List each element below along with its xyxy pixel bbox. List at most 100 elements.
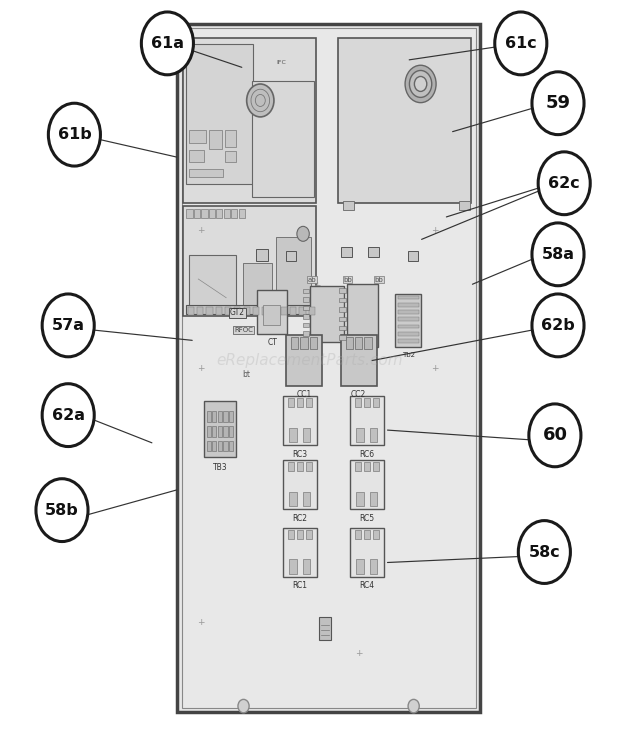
FancyBboxPatch shape [311, 286, 345, 342]
FancyBboxPatch shape [283, 396, 317, 445]
FancyBboxPatch shape [398, 317, 419, 321]
Circle shape [538, 152, 590, 215]
FancyBboxPatch shape [212, 441, 216, 452]
FancyBboxPatch shape [204, 402, 236, 458]
Text: RC4: RC4 [360, 581, 374, 590]
Text: 61b: 61b [58, 127, 91, 142]
FancyBboxPatch shape [289, 428, 297, 442]
Text: 59: 59 [546, 94, 570, 112]
FancyBboxPatch shape [309, 307, 315, 315]
FancyBboxPatch shape [206, 307, 213, 315]
FancyBboxPatch shape [303, 491, 310, 506]
FancyBboxPatch shape [303, 297, 309, 301]
Text: +: + [355, 649, 363, 658]
FancyBboxPatch shape [212, 426, 216, 437]
FancyBboxPatch shape [264, 305, 280, 325]
FancyBboxPatch shape [343, 201, 354, 210]
Circle shape [532, 72, 584, 135]
FancyBboxPatch shape [398, 332, 419, 336]
FancyBboxPatch shape [303, 559, 310, 574]
FancyBboxPatch shape [298, 462, 304, 471]
FancyBboxPatch shape [355, 462, 361, 471]
FancyBboxPatch shape [218, 441, 222, 452]
FancyBboxPatch shape [303, 289, 309, 293]
FancyBboxPatch shape [356, 491, 363, 506]
FancyBboxPatch shape [370, 491, 377, 506]
FancyBboxPatch shape [373, 530, 379, 539]
Text: RC1: RC1 [293, 581, 308, 590]
FancyBboxPatch shape [234, 307, 241, 315]
FancyBboxPatch shape [319, 617, 330, 640]
FancyBboxPatch shape [339, 316, 345, 321]
Text: 61c: 61c [505, 36, 537, 51]
FancyBboxPatch shape [257, 290, 287, 334]
FancyBboxPatch shape [225, 307, 231, 315]
FancyBboxPatch shape [398, 339, 419, 343]
FancyBboxPatch shape [206, 441, 211, 452]
FancyBboxPatch shape [286, 251, 296, 261]
FancyBboxPatch shape [189, 169, 223, 177]
FancyBboxPatch shape [223, 411, 228, 422]
FancyBboxPatch shape [346, 337, 353, 349]
Text: 57a: 57a [51, 318, 85, 333]
FancyBboxPatch shape [303, 331, 309, 336]
FancyBboxPatch shape [188, 307, 194, 315]
FancyBboxPatch shape [262, 307, 268, 315]
Text: RC2: RC2 [293, 514, 308, 523]
FancyBboxPatch shape [218, 411, 222, 422]
FancyBboxPatch shape [286, 335, 322, 386]
FancyBboxPatch shape [231, 209, 237, 218]
FancyBboxPatch shape [398, 310, 419, 314]
Circle shape [141, 12, 193, 75]
Text: 62b: 62b [541, 318, 575, 333]
FancyBboxPatch shape [407, 251, 417, 261]
Text: eReplacementParts.com: eReplacementParts.com [216, 353, 404, 368]
FancyBboxPatch shape [186, 305, 313, 314]
FancyBboxPatch shape [252, 82, 314, 197]
Circle shape [408, 699, 419, 713]
FancyBboxPatch shape [202, 209, 208, 218]
Circle shape [405, 65, 436, 102]
FancyBboxPatch shape [350, 461, 384, 509]
FancyBboxPatch shape [216, 307, 222, 315]
FancyBboxPatch shape [223, 426, 228, 437]
Text: RC3: RC3 [293, 450, 308, 459]
FancyBboxPatch shape [225, 130, 236, 147]
FancyBboxPatch shape [288, 530, 294, 539]
Text: TB3: TB3 [213, 463, 228, 472]
FancyBboxPatch shape [373, 462, 379, 471]
FancyBboxPatch shape [186, 44, 253, 184]
FancyBboxPatch shape [206, 411, 211, 422]
FancyBboxPatch shape [239, 209, 245, 218]
FancyBboxPatch shape [289, 559, 297, 574]
Circle shape [532, 294, 584, 357]
FancyBboxPatch shape [373, 399, 379, 407]
FancyBboxPatch shape [288, 462, 294, 471]
FancyBboxPatch shape [177, 24, 480, 712]
FancyBboxPatch shape [243, 263, 272, 309]
FancyBboxPatch shape [364, 462, 370, 471]
FancyBboxPatch shape [197, 307, 203, 315]
FancyBboxPatch shape [356, 559, 363, 574]
FancyBboxPatch shape [347, 283, 378, 347]
FancyBboxPatch shape [339, 326, 345, 331]
FancyBboxPatch shape [218, 426, 222, 437]
FancyBboxPatch shape [303, 323, 309, 328]
FancyBboxPatch shape [306, 462, 312, 471]
FancyBboxPatch shape [189, 129, 206, 143]
FancyBboxPatch shape [206, 426, 211, 437]
Text: 58a: 58a [541, 247, 575, 262]
FancyBboxPatch shape [398, 295, 419, 299]
FancyBboxPatch shape [309, 337, 317, 349]
FancyBboxPatch shape [189, 150, 205, 162]
FancyBboxPatch shape [300, 337, 308, 349]
FancyBboxPatch shape [339, 335, 345, 340]
FancyBboxPatch shape [364, 530, 370, 539]
FancyBboxPatch shape [341, 335, 377, 386]
FancyBboxPatch shape [364, 399, 370, 407]
FancyBboxPatch shape [209, 209, 215, 218]
FancyBboxPatch shape [306, 399, 312, 407]
FancyBboxPatch shape [459, 201, 470, 210]
FancyBboxPatch shape [229, 441, 233, 452]
FancyBboxPatch shape [355, 399, 361, 407]
